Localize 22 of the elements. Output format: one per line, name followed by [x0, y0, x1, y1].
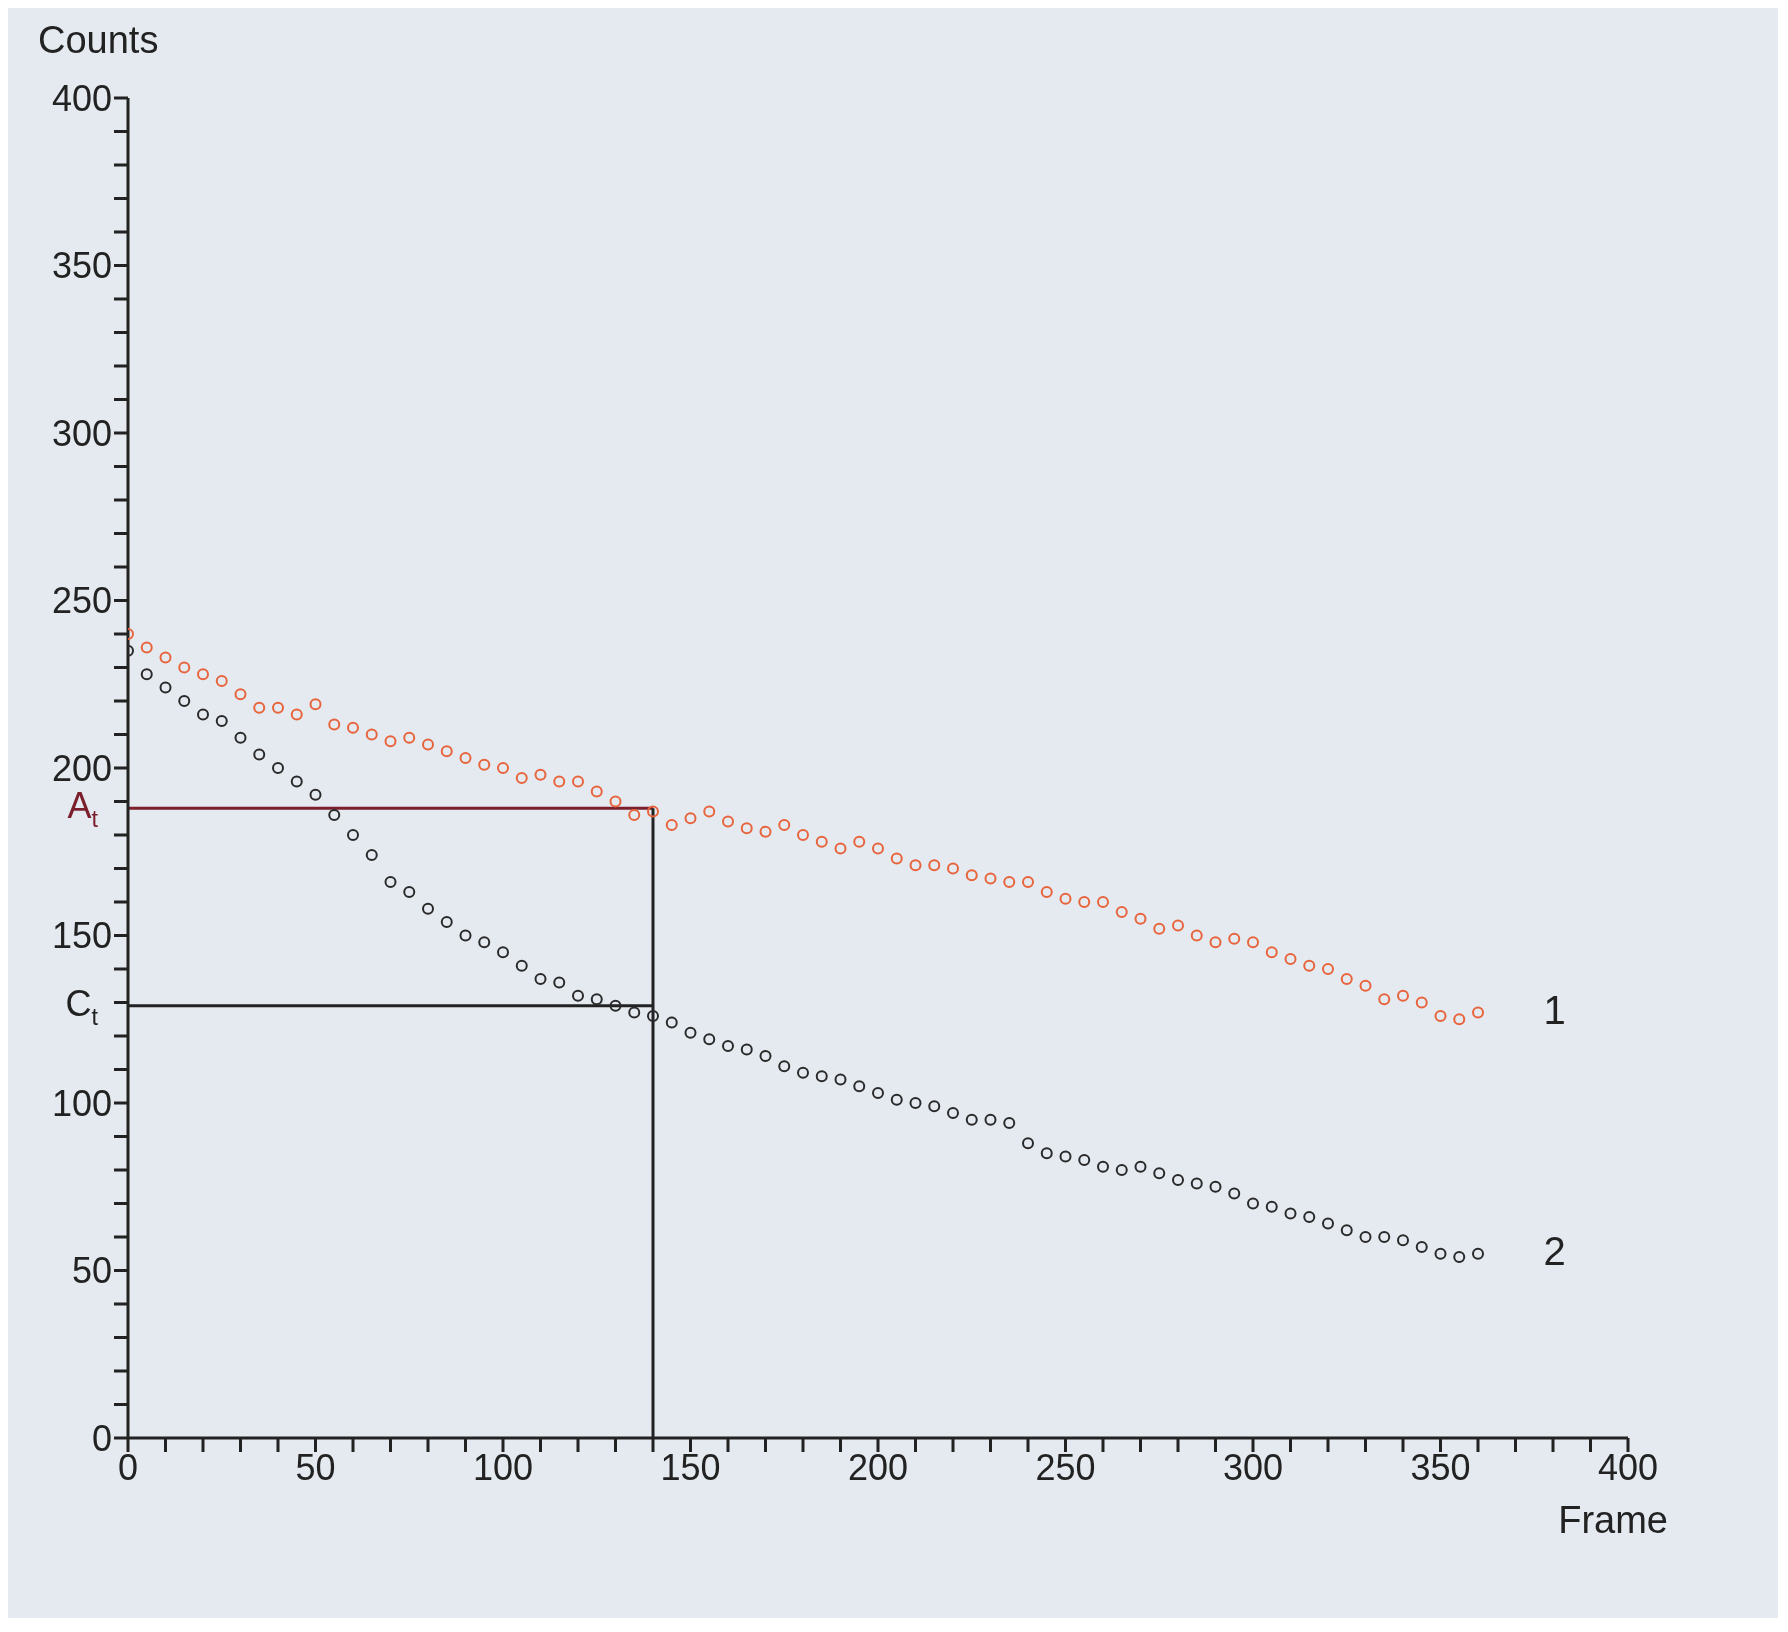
x-tick-label: 400: [1597, 1446, 1659, 1488]
x-tick-label: 0: [117, 1446, 139, 1488]
x-tick-label: 300: [1222, 1446, 1284, 1488]
y-tick-label: 400: [51, 77, 112, 119]
y-tick-label: 150: [51, 915, 112, 957]
y-tick-label: 0: [91, 1417, 112, 1459]
x-tick-label: 150: [660, 1446, 721, 1488]
series-label: 2: [1543, 1228, 1566, 1273]
x-tick-label: 100: [472, 1446, 534, 1488]
x-tick-label: 50: [295, 1446, 336, 1488]
y-axis-title: Counts: [38, 19, 159, 61]
x-axis-title: Frame: [1558, 1499, 1668, 1541]
y-tick-label: 50: [71, 1250, 112, 1292]
y-tick-label: 100: [51, 1082, 112, 1124]
x-tick-label: 200: [847, 1446, 909, 1488]
series-label: 1: [1543, 987, 1566, 1032]
x-tick-label: 350: [1410, 1446, 1471, 1488]
x-tick-label: 250: [1035, 1446, 1096, 1488]
ref-line-label: C$_{t}$: [65, 982, 99, 1031]
y-tick-label: 250: [51, 580, 112, 622]
y-tick-label: 300: [51, 412, 112, 454]
y-tick-label: 350: [51, 245, 112, 287]
